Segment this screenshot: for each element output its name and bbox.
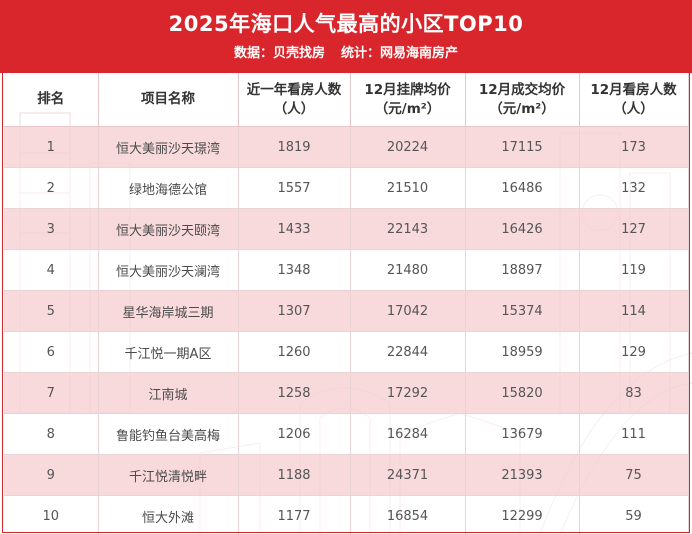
project-name-cell: 恒大美丽沙天澜湾 bbox=[98, 249, 239, 291]
table-row: 10 恒大外滩 1177 16854 12299 59 bbox=[4, 495, 689, 534]
listing-price-cell: 16284 bbox=[350, 413, 466, 455]
listing-price-cell: 24371 bbox=[350, 454, 466, 496]
table-row: 9 千江悦清悦畔 1188 24371 21393 75 bbox=[4, 454, 689, 496]
table-row: 5 星华海岸城三期 1307 17042 15374 114 bbox=[4, 290, 689, 332]
deal-price-cell: 16426 bbox=[465, 208, 580, 250]
year-viewers-cell: 1260 bbox=[238, 331, 351, 373]
dec-viewers-cell: 119 bbox=[579, 249, 689, 291]
year-viewers-cell: 1307 bbox=[238, 290, 351, 332]
listing-price-cell: 22844 bbox=[350, 331, 466, 373]
listing-price-cell: 22143 bbox=[350, 208, 466, 250]
dec-viewers-cell: 83 bbox=[579, 372, 689, 414]
rank-cell: 5 bbox=[4, 290, 99, 332]
year-viewers-cell: 1206 bbox=[238, 413, 351, 455]
dec-viewers-cell: 127 bbox=[579, 208, 689, 250]
project-name-cell: 江南城 bbox=[98, 372, 239, 414]
deal-price-cell: 17115 bbox=[465, 126, 580, 168]
header-line: 排名 bbox=[37, 91, 65, 107]
table-row: 1 恒大美丽沙天璟湾 1819 20224 17115 173 bbox=[4, 126, 689, 168]
dec-viewers-cell: 173 bbox=[579, 126, 689, 168]
header-line: 12月挂牌均价 bbox=[364, 81, 451, 98]
year-viewers-cell: 1177 bbox=[238, 495, 351, 534]
dec-viewers-cell: 129 bbox=[579, 331, 689, 373]
listing-price-cell: 17042 bbox=[350, 290, 466, 332]
rank-cell: 8 bbox=[4, 413, 99, 455]
dec-viewers-cell: 132 bbox=[579, 167, 689, 209]
rank-cell: 6 bbox=[4, 331, 99, 373]
header-year-viewers: 近一年看房人数 （人） bbox=[238, 73, 351, 127]
table-row: 2 绿地海德公馆 1557 21510 16486 132 bbox=[4, 167, 689, 209]
header-unit: （人） bbox=[273, 100, 315, 117]
listing-price-cell: 17292 bbox=[350, 372, 466, 414]
compiler-label: 统计：网易海南房产 bbox=[341, 46, 459, 61]
project-name-cell: 星华海岸城三期 bbox=[98, 290, 239, 332]
deal-price-cell: 15820 bbox=[465, 372, 580, 414]
header-line: 12月看房人数 bbox=[590, 81, 677, 98]
project-name-cell: 恒大外滩 bbox=[98, 495, 239, 534]
year-viewers-cell: 1819 bbox=[238, 126, 351, 168]
listing-price-cell: 21510 bbox=[350, 167, 466, 209]
dec-viewers-cell: 111 bbox=[579, 413, 689, 455]
header-listing-price: 12月挂牌均价 （元/m²） bbox=[350, 73, 466, 127]
deal-price-cell: 15374 bbox=[465, 290, 580, 332]
rank-cell: 2 bbox=[4, 167, 99, 209]
dec-viewers-cell: 59 bbox=[579, 495, 689, 534]
dec-viewers-cell: 75 bbox=[579, 454, 689, 496]
deal-price-cell: 18897 bbox=[465, 249, 580, 291]
header-rank: 排名 bbox=[4, 73, 99, 127]
deal-price-cell: 21393 bbox=[465, 454, 580, 496]
rank-cell: 7 bbox=[4, 372, 99, 414]
deal-price-cell: 12299 bbox=[465, 495, 580, 534]
header-line: 近一年看房人数 bbox=[246, 81, 342, 98]
rank-cell: 9 bbox=[4, 454, 99, 496]
header-line: 12月成交均价 bbox=[478, 81, 566, 98]
project-name-cell: 绿地海德公馆 bbox=[98, 167, 239, 209]
table-row: 7 江南城 1258 17292 15820 83 bbox=[4, 372, 689, 414]
table-row: 6 千江悦一期A区 1260 22844 18959 129 bbox=[4, 331, 689, 373]
project-name-cell: 恒大美丽沙天颐湾 bbox=[98, 208, 239, 250]
dec-viewers-cell: 114 bbox=[579, 290, 689, 332]
header-unit: （元/m²） bbox=[489, 100, 555, 117]
table-row: 3 恒大美丽沙天颐湾 1433 22143 16426 127 bbox=[4, 208, 689, 250]
year-viewers-cell: 1188 bbox=[238, 454, 351, 496]
year-viewers-cell: 1348 bbox=[238, 249, 351, 291]
header-dec-viewers: 12月看房人数 （人） bbox=[579, 73, 689, 127]
listing-price-cell: 20224 bbox=[350, 126, 466, 168]
rank-cell: 10 bbox=[4, 495, 99, 534]
deal-price-cell: 16486 bbox=[465, 167, 580, 209]
ranking-table: 排名 项目名称 近一年看房人数 （人） 12月挂牌均价 （元/m²） 12月成交均价 （元/m… bbox=[4, 73, 689, 534]
table-header-row: 排名 项目名称 近一年看房人数 （人） 12月挂牌均价 （元/m²） 12月成交均价 （元/m… bbox=[4, 73, 689, 127]
title-banner: 2025年海口人气最高的小区TOP10 数据：贝壳找房 统计：网易海南房产 bbox=[0, 0, 692, 73]
rank-cell: 3 bbox=[4, 208, 99, 250]
deal-price-cell: 18959 bbox=[465, 331, 580, 373]
header-unit: （元/m²） bbox=[374, 100, 441, 117]
header-project-name: 项目名称 bbox=[98, 73, 239, 127]
table-row: 4 恒大美丽沙天澜湾 1348 21480 18897 119 bbox=[4, 249, 689, 291]
header-line: 项目名称 bbox=[141, 91, 195, 107]
header-deal-price: 12月成交均价 （元/m²） bbox=[465, 73, 580, 127]
year-viewers-cell: 1258 bbox=[238, 372, 351, 414]
listing-price-cell: 21480 bbox=[350, 249, 466, 291]
year-viewers-cell: 1433 bbox=[238, 208, 351, 250]
project-name-cell: 鲁能钓鱼台美高梅 bbox=[98, 413, 239, 455]
header-unit: （人） bbox=[613, 100, 654, 117]
year-viewers-cell: 1557 bbox=[238, 167, 351, 209]
chart-source-line: 数据：贝壳找房 统计：网易海南房产 bbox=[0, 42, 692, 61]
project-name-cell: 千江悦清悦畔 bbox=[98, 454, 239, 496]
deal-price-cell: 13679 bbox=[465, 413, 580, 455]
chart-title: 2025年海口人气最高的小区TOP10 bbox=[168, 12, 524, 36]
rank-cell: 4 bbox=[4, 249, 99, 291]
table-row: 8 鲁能钓鱼台美高梅 1206 16284 13679 111 bbox=[4, 413, 689, 455]
rank-cell: 1 bbox=[4, 126, 99, 168]
table-body: 1 恒大美丽沙天璟湾 1819 20224 17115 173 2 绿地海德公馆 1557 215… bbox=[4, 126, 689, 534]
project-name-cell: 千江悦一期A区 bbox=[98, 331, 239, 373]
data-source-label: 数据：贝壳找房 bbox=[233, 46, 325, 61]
listing-price-cell: 16854 bbox=[350, 495, 466, 534]
project-name-cell: 恒大美丽沙天璟湾 bbox=[98, 126, 239, 168]
